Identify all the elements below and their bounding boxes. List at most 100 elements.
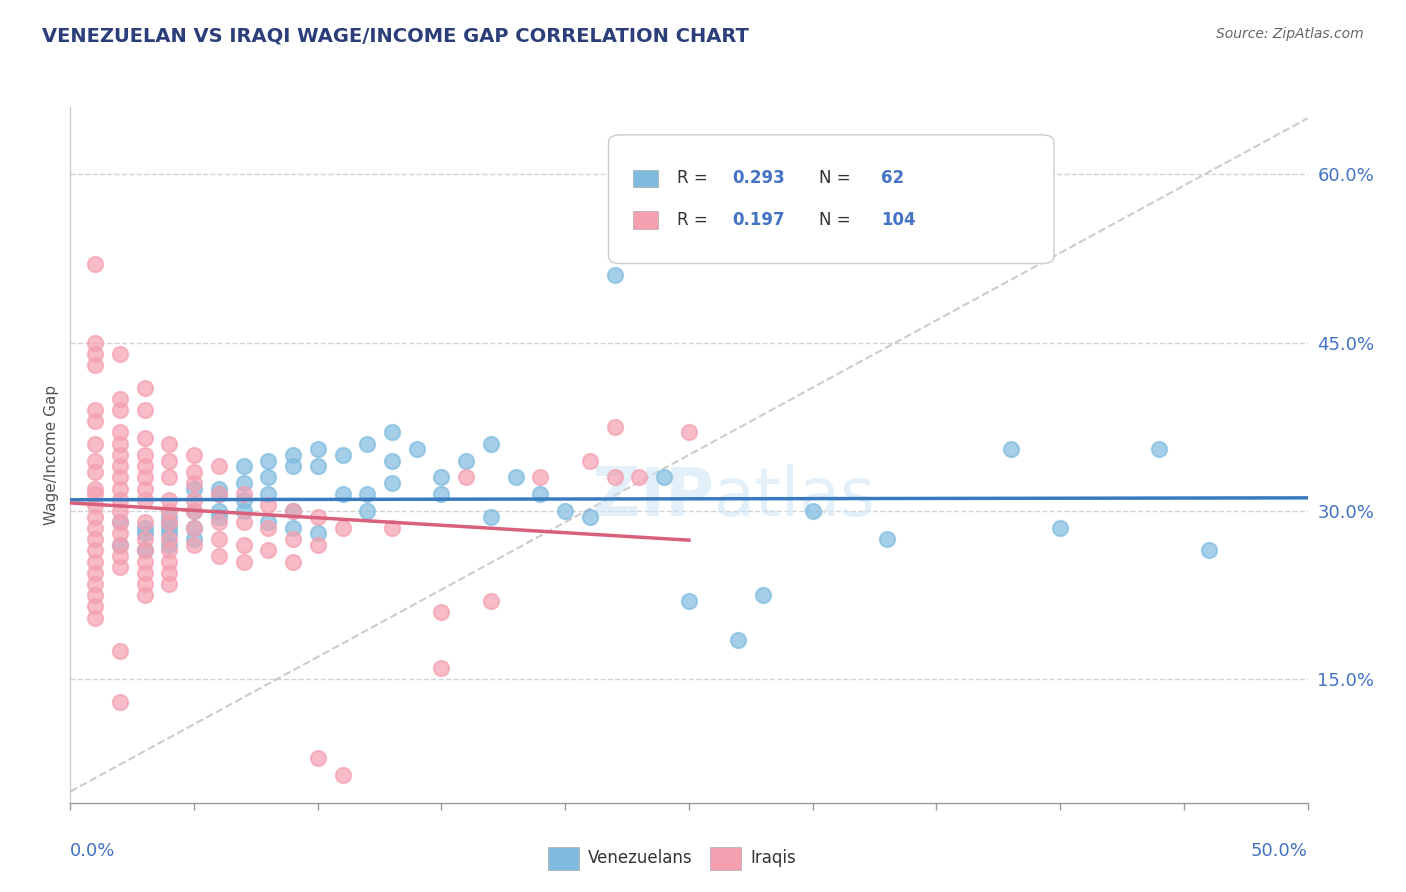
Point xyxy=(232,515,254,529)
Point xyxy=(257,453,280,467)
Point xyxy=(208,487,231,501)
FancyBboxPatch shape xyxy=(633,211,658,229)
Point xyxy=(307,509,329,524)
Point xyxy=(134,543,156,558)
Point xyxy=(183,504,205,518)
Point xyxy=(678,425,700,440)
Point xyxy=(108,425,131,440)
Point xyxy=(108,538,131,552)
Point xyxy=(157,436,180,450)
Point xyxy=(84,521,107,535)
Point xyxy=(381,425,404,440)
Point xyxy=(876,532,898,546)
Point xyxy=(134,515,156,529)
Text: 0.293: 0.293 xyxy=(733,169,785,187)
Point xyxy=(208,532,231,546)
Point xyxy=(134,526,156,541)
Point xyxy=(134,403,156,417)
Point xyxy=(579,509,602,524)
Point xyxy=(257,543,280,558)
FancyBboxPatch shape xyxy=(633,169,658,187)
Point xyxy=(84,335,107,350)
Point xyxy=(134,381,156,395)
Point xyxy=(232,555,254,569)
Point xyxy=(84,599,107,614)
Point xyxy=(134,459,156,474)
Point xyxy=(232,459,254,474)
Point xyxy=(405,442,427,457)
Point xyxy=(134,588,156,602)
Point xyxy=(108,549,131,563)
Point xyxy=(108,459,131,474)
Point xyxy=(157,538,180,552)
Point xyxy=(356,487,378,501)
Point xyxy=(157,515,180,529)
Point xyxy=(108,515,131,529)
Point xyxy=(505,470,527,484)
Point xyxy=(456,453,478,467)
Point xyxy=(84,566,107,580)
Point xyxy=(183,492,205,507)
Point xyxy=(84,358,107,372)
Text: 0.0%: 0.0% xyxy=(70,842,115,860)
Point xyxy=(157,492,180,507)
Point xyxy=(84,453,107,467)
Point xyxy=(84,555,107,569)
Point xyxy=(529,470,551,484)
Point xyxy=(1147,442,1170,457)
Point xyxy=(108,492,131,507)
Point xyxy=(232,475,254,490)
Point xyxy=(134,492,156,507)
Point xyxy=(157,532,180,546)
Point xyxy=(257,487,280,501)
Point xyxy=(381,521,404,535)
Point xyxy=(157,515,180,529)
Point xyxy=(84,499,107,513)
Point xyxy=(430,470,453,484)
Point xyxy=(479,509,502,524)
Point xyxy=(84,532,107,546)
Text: 0.197: 0.197 xyxy=(733,211,785,228)
Point xyxy=(554,504,576,518)
Point xyxy=(232,504,254,518)
Point xyxy=(84,347,107,361)
Point xyxy=(84,257,107,271)
Point xyxy=(108,482,131,496)
Point xyxy=(84,414,107,428)
Point xyxy=(727,633,749,648)
Point xyxy=(456,470,478,484)
Point xyxy=(108,695,131,709)
Point xyxy=(157,577,180,591)
Point xyxy=(232,492,254,507)
Point xyxy=(332,521,354,535)
Point xyxy=(257,499,280,513)
Point xyxy=(84,482,107,496)
Text: R =: R = xyxy=(676,211,713,228)
Text: 104: 104 xyxy=(880,211,915,228)
Point xyxy=(652,470,675,484)
Point xyxy=(430,605,453,619)
Point xyxy=(430,661,453,675)
Point xyxy=(84,610,107,624)
Point xyxy=(208,504,231,518)
Point xyxy=(281,504,304,518)
Y-axis label: Wage/Income Gap: Wage/Income Gap xyxy=(44,384,59,525)
Point xyxy=(134,555,156,569)
Point xyxy=(1049,521,1071,535)
Point xyxy=(157,526,180,541)
Point xyxy=(157,470,180,484)
Point xyxy=(208,549,231,563)
Point xyxy=(1000,442,1022,457)
Point xyxy=(157,453,180,467)
Point xyxy=(134,482,156,496)
Point xyxy=(84,436,107,450)
Text: 62: 62 xyxy=(880,169,904,187)
Point xyxy=(579,453,602,467)
Point xyxy=(84,543,107,558)
Text: Source: ZipAtlas.com: Source: ZipAtlas.com xyxy=(1216,27,1364,41)
Point xyxy=(134,532,156,546)
Point xyxy=(84,403,107,417)
Point xyxy=(157,555,180,569)
Point xyxy=(603,268,626,283)
Point xyxy=(134,566,156,580)
